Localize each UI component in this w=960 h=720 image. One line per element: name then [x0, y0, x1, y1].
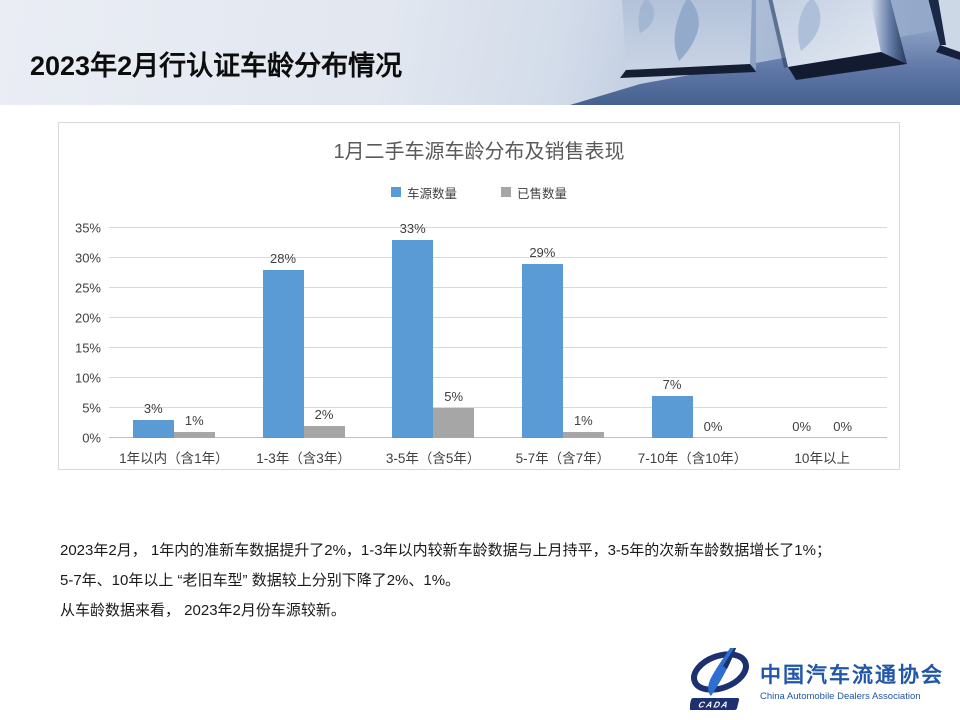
bar-slot-source: 7% [651, 228, 693, 438]
bar-slot-source: 0% [781, 228, 822, 438]
data-label: 3% [143, 401, 163, 417]
bar-slot-source: 3% [132, 228, 174, 438]
x-category-label: 7-10年（含10年） [637, 451, 748, 466]
gridline [109, 287, 887, 288]
bar-sold [173, 432, 215, 438]
bar-group: 28% 2% [239, 228, 369, 438]
bar-slot-source: 33% [392, 221, 434, 438]
legend-item-sold: 已售数量 [501, 184, 568, 201]
bar-source [651, 396, 693, 438]
data-label: 1% [573, 413, 593, 428]
data-label: 7% [662, 377, 682, 392]
bar-source [262, 270, 304, 438]
bar-slot-sold: 5% [433, 228, 475, 438]
x-category-label: 1年以内（含1年） [119, 451, 229, 466]
x-category-label: 1-3年（含3年） [256, 451, 351, 466]
chart-card: 1月二手车源车龄分布及销售表现 车源数量 已售数量 0% 5% 10% 15% 20% 2… [58, 122, 900, 470]
data-label: 1% [184, 413, 204, 428]
bar-source [521, 264, 563, 438]
bar-group: 33% 5% [368, 221, 498, 438]
bar-slot-sold: 0% [693, 228, 734, 438]
gridline [109, 407, 887, 408]
y-tick-label: 15% [74, 340, 101, 356]
x-category-label: 10年以上 [794, 451, 850, 466]
gridline [109, 347, 887, 348]
cada-logo: CADA 中国汽车流通协会 China Automobile Dealers A… [690, 648, 944, 712]
bar-group: 7% 0% [628, 228, 758, 438]
bar-sold [303, 426, 345, 438]
x-category-label: 5-7年（含7年） [515, 451, 611, 466]
y-tick-label: 0% [82, 430, 101, 446]
y-tick-label: 35% [74, 220, 101, 236]
data-label: 0% [833, 419, 853, 434]
bar-slot-source: 28% [262, 228, 304, 438]
bar-slot-sold: 1% [173, 228, 215, 438]
page-title: 2023年2月行认证车龄分布情况 [30, 51, 403, 81]
legend-item-source: 车源数量 [390, 184, 457, 201]
summary-line-1: 2023年2月， 1年内的准新车数据提升了2%，1-3年以内较新车龄数据与上月持… [60, 542, 831, 559]
gridline [109, 437, 887, 438]
bar-slot-sold: 2% [303, 228, 345, 438]
bar-sold [433, 408, 475, 438]
bar-slot-sold: 1% [562, 228, 604, 438]
data-label: 29% [529, 245, 556, 261]
chart-title: 1月二手车源车龄分布及销售表现 [333, 141, 625, 163]
plot-row: 0% 5% 10% 15% 20% 25% 30% 35% 3% 1% 28% 2% 33% 5% 29%… [59, 221, 899, 446]
bar-source [392, 240, 434, 438]
legend-swatch-blue-icon [390, 187, 401, 197]
legend-swatch-gray-icon [501, 187, 511, 197]
x-axis: 1年以内（含1年） 1-3年（含3年） 3-5年（含5年） 5-7年（含7年） 7-10… [109, 447, 899, 467]
summary-text: 2023年2月， 1年内的准新车数据提升了2%，1-3年以内较新车龄数据与上月持… [60, 536, 922, 626]
y-tick-label: 25% [74, 280, 101, 296]
y-axis: 0% 5% 10% 15% 20% 25% 30% 35% [59, 221, 109, 446]
gridline [109, 257, 887, 258]
decorative-cubes-image [570, 0, 960, 105]
gridline [109, 317, 887, 318]
chart-legend: 车源数量 已售数量 [59, 184, 899, 201]
bar-group: 29% 1% [498, 228, 628, 438]
bar-slot-source: 29% [521, 228, 563, 438]
data-label: 5% [444, 389, 464, 404]
x-category-label: 3-5年（含5年） [385, 451, 481, 466]
data-label: 33% [399, 221, 426, 236]
gridline [109, 377, 887, 378]
data-label: 28% [269, 251, 297, 266]
logo-name-cn: 中国汽车流通协会 [760, 663, 944, 687]
y-tick-label: 10% [74, 370, 101, 386]
legend-label-sold: 已售数量 [517, 186, 568, 201]
gridline [109, 227, 887, 228]
bar-source [132, 420, 174, 438]
bar-sold [562, 432, 604, 438]
plot-area: 3% 1% 28% 2% 33% 5% 29% 1% 7% 0% 0% 0% [109, 221, 887, 438]
logo-names: 中国汽车流通协会 China Automobile Dealers Associ… [760, 659, 944, 702]
cada-swirl-icon: CADA [690, 648, 749, 710]
data-label: 2% [314, 407, 334, 422]
data-label: 0% [703, 419, 723, 434]
bar-group: 3% 1% [109, 228, 239, 438]
y-tick-label: 20% [74, 310, 101, 326]
legend-label-source: 车源数量 [406, 186, 457, 201]
logo-name-en: China Automobile Dealers Association [760, 690, 921, 702]
cada-badge-text: CADA [697, 700, 730, 710]
data-label: 0% [792, 419, 812, 434]
bar-groups: 3% 1% 28% 2% 33% 5% 29% 1% 7% 0% 0% 0% [109, 221, 887, 438]
slide-header: 2023年2月行认证车龄分布情况 [0, 0, 960, 105]
y-tick-label: 5% [82, 400, 101, 416]
y-tick-label: 30% [74, 250, 101, 266]
bar-slot-sold: 0% [822, 228, 863, 438]
summary-line-2: 5-7年、10年以上 “老旧车型” 数据较上分别下降了2%、1%。 [60, 572, 461, 589]
summary-line-3: 从车龄数据来看， 2023年2月份车源较新。 [60, 602, 346, 619]
bar-group: 0% 0% [757, 228, 887, 438]
